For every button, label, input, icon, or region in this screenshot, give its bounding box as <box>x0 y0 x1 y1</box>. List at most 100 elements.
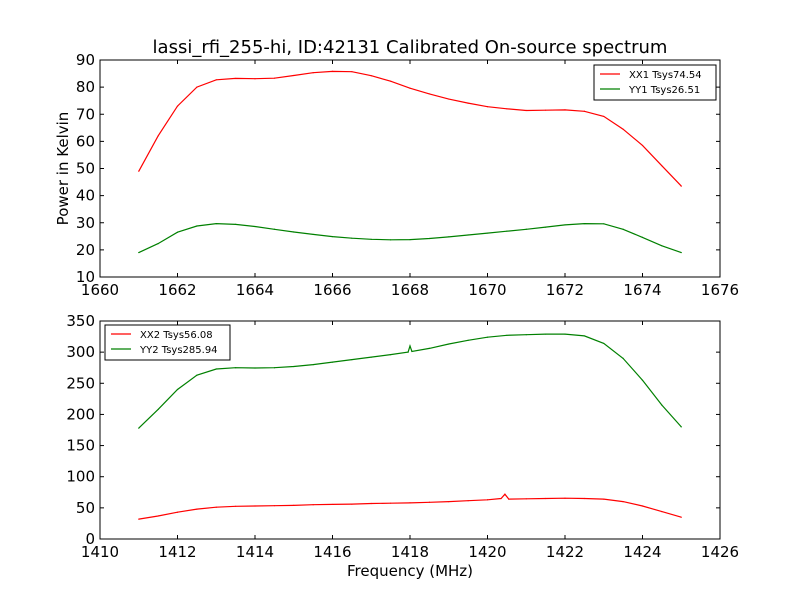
data-point-yy2 <box>331 361 334 363</box>
data-point-xx2 <box>351 503 353 505</box>
x-tick-label: 1666 <box>313 281 351 299</box>
legend-label: XX1 Tsys74.54 <box>629 70 702 81</box>
data-point-yy2 <box>409 345 411 347</box>
x-tick-label: 1420 <box>468 543 506 561</box>
data-point-yy2 <box>411 350 413 353</box>
y-tick-label: 50 <box>76 160 95 178</box>
legend: XX2 Tsys56.08 YY2 Tsys285.94 <box>104 324 231 361</box>
data-point-yy2 <box>467 339 469 341</box>
data-point-xx1 <box>176 105 179 107</box>
data-point-yy2 <box>138 427 140 429</box>
data-point-yy2 <box>235 367 237 369</box>
data-point-xx1 <box>428 93 430 95</box>
data-point-xx1 <box>293 74 295 77</box>
x-tick-label: 1422 <box>546 543 584 561</box>
data-point-yy1 <box>467 234 469 236</box>
data-point-yy2 <box>390 354 392 356</box>
x-tick-label: 1670 <box>468 281 506 299</box>
y-tick-label: 40 <box>76 187 95 205</box>
data-point-yy1 <box>661 245 663 247</box>
data-point-xx1 <box>622 128 624 130</box>
data-point-yy1 <box>176 231 179 233</box>
series-line-xx2 <box>138 493 682 520</box>
data-point-xx1 <box>196 86 198 88</box>
y-tick-label: 90 <box>76 51 95 69</box>
data-point-yy2 <box>506 334 508 336</box>
data-point-xx2 <box>508 498 510 500</box>
x-tick-label: 1676 <box>701 281 739 299</box>
data-point-xx2 <box>486 499 489 501</box>
series-line-yy1 <box>138 222 682 254</box>
y-tick-label: 60 <box>76 132 95 150</box>
data-point-yy2 <box>312 364 314 366</box>
data-point-xx1 <box>312 72 314 74</box>
x-tick-label: 1674 <box>623 281 661 299</box>
data-point-xx2 <box>235 505 237 507</box>
data-point-xx1 <box>273 77 275 79</box>
data-point-yy2 <box>428 347 430 350</box>
y-tick-label: 20 <box>76 241 95 259</box>
data-point-yy2 <box>545 333 547 335</box>
data-point-xx2 <box>661 510 663 513</box>
data-point-xx1 <box>680 185 682 187</box>
data-point-yy2 <box>351 359 353 361</box>
data-point-yy2 <box>293 365 295 368</box>
data-point-xx1 <box>390 80 392 82</box>
data-point-yy2 <box>215 368 217 370</box>
data-point-yy1 <box>564 224 566 226</box>
data-point-yy1 <box>680 251 682 254</box>
data-point-yy1 <box>196 225 198 227</box>
data-point-xx1 <box>603 115 605 118</box>
data-point-xx2 <box>564 497 566 499</box>
data-point-xx2 <box>603 498 605 500</box>
y-tick-label: 100 <box>66 468 95 486</box>
x-tick-label: 1410 <box>81 543 119 561</box>
data-point-xx1 <box>409 87 411 89</box>
y-tick-label: 50 <box>76 499 95 517</box>
legend-box <box>593 64 717 101</box>
data-point-xx1 <box>254 78 256 80</box>
y-tick-label: 350 <box>66 312 95 330</box>
y-tick-label: 250 <box>66 374 95 392</box>
data-point-yy1 <box>215 222 217 225</box>
x-tick-label: 1412 <box>158 543 196 561</box>
data-point-xx2 <box>525 498 527 500</box>
data-point-yy1 <box>331 235 334 238</box>
data-point-yy1 <box>641 236 644 238</box>
y-tick-label: 30 <box>76 214 95 232</box>
data-point-xx2 <box>641 505 644 507</box>
data-point-xx2 <box>370 502 372 505</box>
data-point-xx1 <box>235 77 237 80</box>
data-point-yy1 <box>448 236 450 238</box>
y-axis-label: Power in Kelvin <box>54 112 72 226</box>
data-point-xx2 <box>157 515 159 517</box>
data-point-yy1 <box>409 238 411 241</box>
data-point-xx2 <box>196 508 198 510</box>
data-point-xx1 <box>564 109 566 111</box>
data-point-xx2 <box>409 502 411 504</box>
y-tick-label: 10 <box>76 268 95 286</box>
data-point-yy1 <box>312 233 314 236</box>
data-point-xx2 <box>545 497 547 500</box>
data-point-yy2 <box>583 335 585 337</box>
x-axis-label: Frequency (MHz) <box>347 562 473 580</box>
data-point-yy1 <box>351 237 353 239</box>
data-point-yy2 <box>273 367 275 369</box>
data-point-xx2 <box>504 493 506 495</box>
data-point-xx2 <box>583 497 585 500</box>
data-point-xx1 <box>351 71 353 73</box>
data-point-yy2 <box>525 334 527 336</box>
x-tick-label: 1664 <box>236 281 274 299</box>
data-point-yy1 <box>486 232 489 234</box>
data-point-xx2 <box>293 504 295 506</box>
data-point-yy1 <box>622 228 624 230</box>
data-point-yy1 <box>293 231 295 233</box>
x-tick-label: 1416 <box>313 543 351 561</box>
data-point-yy1 <box>603 223 605 225</box>
data-point-yy1 <box>157 243 159 245</box>
x-tick-label: 1424 <box>623 543 661 561</box>
x-tick-label: 1426 <box>701 543 739 561</box>
y-tick-label: 70 <box>76 105 95 123</box>
top-panel: 1660 1662 1664 1666 1668 1670 1672 1674 1676 10 20… <box>54 51 739 299</box>
data-point-yy2 <box>486 336 489 338</box>
